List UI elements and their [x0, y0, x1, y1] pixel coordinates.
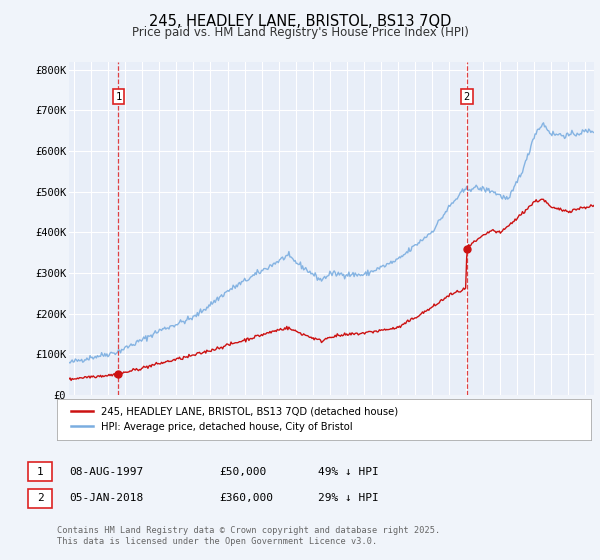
Text: £360,000: £360,000: [219, 493, 273, 503]
Text: 1: 1: [37, 466, 44, 477]
Text: 05-JAN-2018: 05-JAN-2018: [69, 493, 143, 503]
Text: 29% ↓ HPI: 29% ↓ HPI: [318, 493, 379, 503]
Text: Price paid vs. HM Land Registry's House Price Index (HPI): Price paid vs. HM Land Registry's House …: [131, 26, 469, 39]
Text: 1: 1: [115, 92, 122, 101]
Text: Contains HM Land Registry data © Crown copyright and database right 2025.
This d: Contains HM Land Registry data © Crown c…: [57, 526, 440, 546]
Text: £50,000: £50,000: [219, 466, 266, 477]
Text: 2: 2: [37, 493, 44, 503]
Legend: 245, HEADLEY LANE, BRISTOL, BS13 7QD (detached house), HPI: Average price, detac: 245, HEADLEY LANE, BRISTOL, BS13 7QD (de…: [67, 403, 403, 436]
Text: 2: 2: [464, 92, 470, 101]
Text: 245, HEADLEY LANE, BRISTOL, BS13 7QD: 245, HEADLEY LANE, BRISTOL, BS13 7QD: [149, 14, 451, 29]
Text: 49% ↓ HPI: 49% ↓ HPI: [318, 466, 379, 477]
Text: 08-AUG-1997: 08-AUG-1997: [69, 466, 143, 477]
